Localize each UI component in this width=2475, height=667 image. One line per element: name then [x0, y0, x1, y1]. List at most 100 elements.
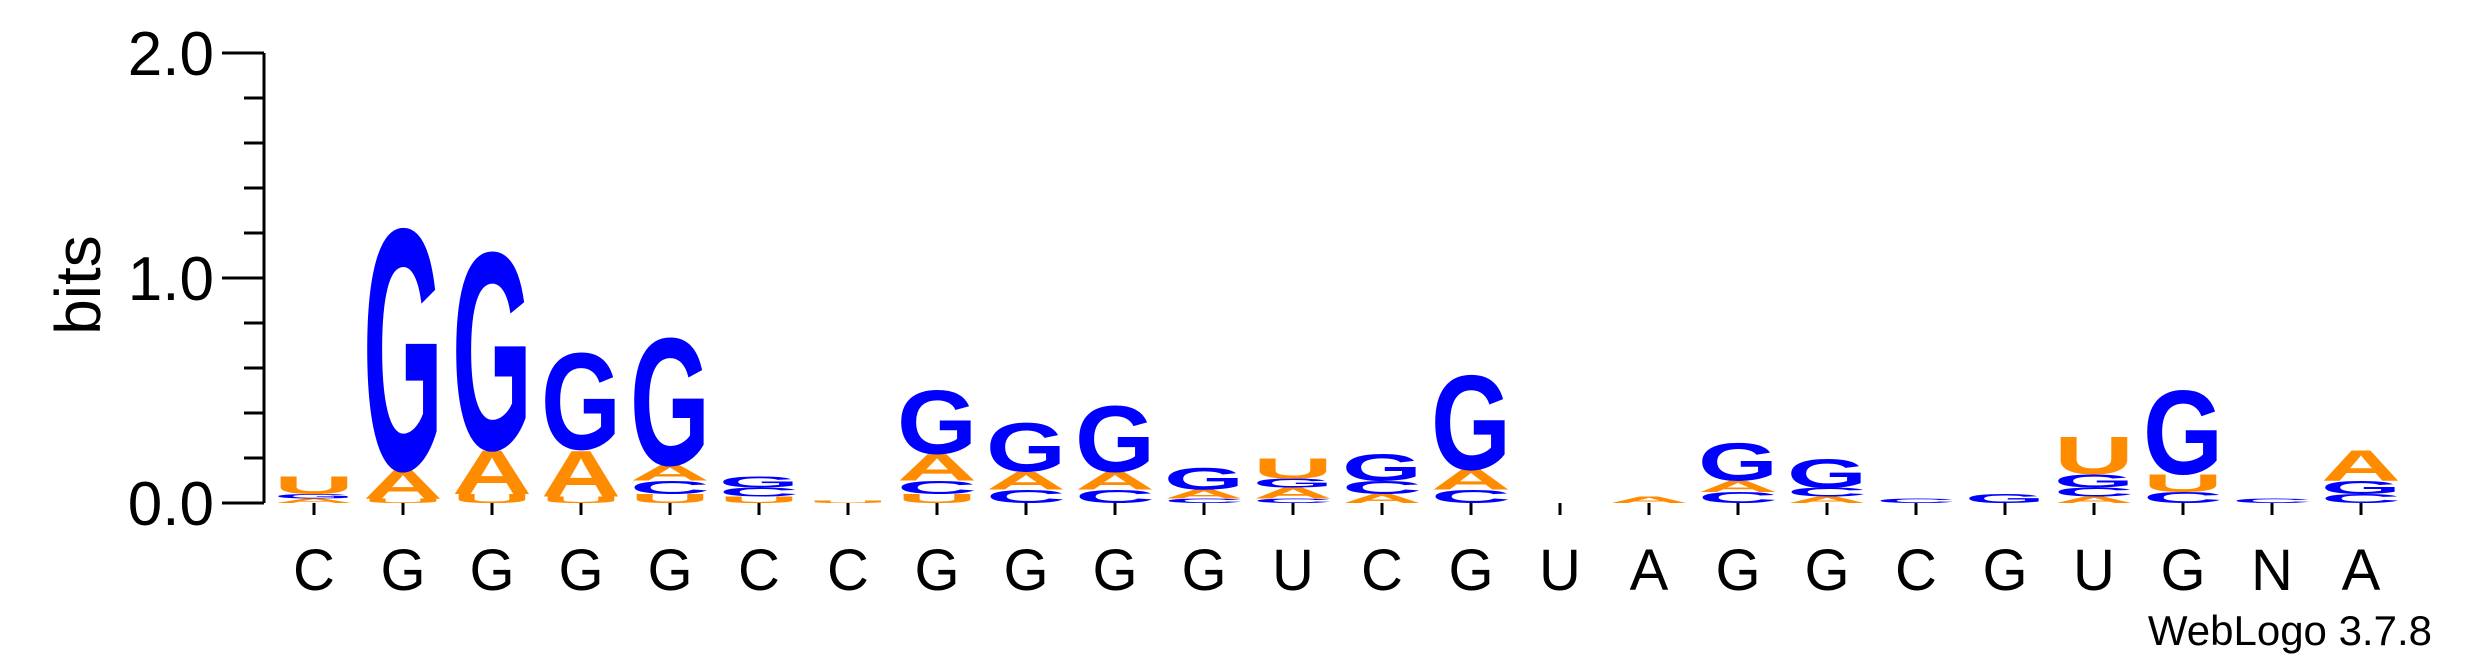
logo-letter-U: U — [719, 494, 799, 505]
x-tick-label: C — [1895, 538, 1937, 603]
logo-letter-A: A — [1698, 477, 1778, 495]
logo-letter-G: G — [1698, 433, 1778, 492]
logo-letter-A: A — [452, 437, 532, 507]
logo-letter-A: A — [274, 497, 354, 504]
logo-letter-G: G — [1075, 386, 1155, 491]
logo-letter-U: U — [363, 497, 443, 504]
logo-letter-G: G — [452, 194, 532, 510]
letter-stack: CUG — [2143, 366, 2223, 507]
logo-letter-A: A — [2321, 441, 2401, 490]
logo-letter-C: C — [1075, 486, 1155, 507]
x-tick-label: G — [380, 538, 425, 603]
x-tick-label: G — [1982, 538, 2027, 603]
x-tick-label: U — [2073, 538, 2115, 603]
logo-letter-C: C — [2143, 489, 2223, 507]
logo-letter-C: C — [2232, 497, 2312, 504]
logo-letter-C: C — [1253, 497, 1333, 504]
x-tick-label: G — [1448, 538, 1493, 603]
letter-stack: C — [2232, 497, 2312, 504]
x-tick-label: N — [2251, 538, 2293, 603]
letter-stack: CAG — [986, 409, 1066, 507]
logo-letter-A: A — [1342, 492, 1422, 506]
x-tick-label: G — [1804, 538, 1849, 603]
logo-letter-U: U — [2143, 469, 2223, 497]
logo-letter-A: A — [2054, 494, 2134, 505]
x-tick-label: G — [1181, 538, 1226, 603]
weblogo-credit: WebLogo 3.7.8 — [2148, 607, 2432, 654]
y-tick-label: 1.0 — [128, 245, 214, 314]
letter-stack: U — [808, 500, 888, 504]
logo-letter-A: A — [1609, 494, 1689, 505]
letter-stack: G — [1965, 492, 2045, 506]
logo-letter-G: G — [1342, 447, 1422, 489]
logo-letter-A: A — [1075, 467, 1155, 495]
y-axis: 0.0 1.0 2.0 bits — [42, 20, 266, 539]
x-tick-label: G — [2160, 538, 2205, 603]
letter-stack: UAG — [541, 324, 621, 511]
letter-stack: UAG — [452, 194, 532, 510]
logo-letter-C: C — [1698, 489, 1778, 507]
logo-letter-U: U — [2054, 426, 2134, 486]
logo-letter-C: C — [1787, 485, 1867, 499]
logo-letter-A: A — [897, 446, 977, 488]
letter-stack: CAG — [1698, 433, 1778, 506]
letter-stack: ACG — [1787, 450, 1867, 505]
x-tick-label: G — [1715, 538, 1760, 603]
logo-letter-G: G — [541, 324, 621, 478]
logo-letter-C: C — [630, 477, 710, 498]
x-tick-label: C — [827, 538, 869, 603]
y-ticks: 0.0 1.0 2.0 — [128, 20, 264, 539]
logo-letter-U: U — [274, 471, 354, 499]
logo-letter-A: A — [363, 461, 443, 507]
logo-letter-A: A — [986, 467, 1066, 495]
logo-letter-A: A — [541, 437, 621, 511]
logo-letter-C: C — [1342, 477, 1422, 498]
logo-letter-A: A — [1164, 487, 1244, 501]
letter-stack: CAG — [1431, 348, 1511, 507]
logo-letter-A: A — [1253, 484, 1333, 502]
logo-letter-G: G — [1787, 450, 1867, 496]
logo-letter-C: C — [1164, 497, 1244, 504]
logo-letter-G: G — [1965, 492, 2045, 506]
logo-letter-G: G — [986, 409, 1066, 486]
logo-letter-C: C — [2054, 485, 2134, 499]
y-tick-label: 0.0 — [128, 470, 214, 539]
logo-letter-G: G — [1164, 461, 1244, 496]
letter-stack: CAG — [1075, 386, 1155, 507]
letter-stack: CAG — [1164, 461, 1244, 504]
logo-letter-G: G — [1431, 348, 1511, 499]
x-tick-label: G — [469, 538, 514, 603]
letter-stack: A — [1609, 494, 1689, 505]
logo-letter-U: U — [630, 492, 710, 506]
letter-stack: UAG — [363, 157, 443, 543]
logo-letter-G: G — [2321, 477, 2401, 498]
x-tick-label: U — [1539, 538, 1581, 603]
x-tick-label: U — [1272, 538, 1314, 603]
logo-letter-G: G — [363, 157, 443, 543]
y-axis-label: bits — [42, 235, 114, 335]
letter-stack: ACG — [1342, 447, 1422, 506]
logo-letter-G: G — [2054, 470, 2134, 491]
logo-letter-G: G — [630, 301, 710, 504]
x-tick-label: C — [293, 538, 335, 603]
x-tick-label: G — [558, 538, 603, 603]
logo-letter-A: A — [1787, 494, 1867, 505]
x-tick-label: G — [1092, 538, 1137, 603]
x-tick-label: G — [647, 538, 692, 603]
x-tick-label: G — [1003, 538, 1048, 603]
logo-letter-G: G — [2143, 366, 2223, 500]
x-tick-label: A — [1630, 538, 1669, 603]
logo-letter-U: U — [452, 492, 532, 506]
x-tick-label: C — [738, 538, 780, 603]
logo-letter-C: C — [897, 477, 977, 498]
x-tick-label: G — [914, 538, 959, 603]
logo-letter-A: A — [630, 461, 710, 486]
letter-stack: CGA — [2321, 441, 2401, 506]
x-tick-label: C — [1361, 538, 1403, 603]
